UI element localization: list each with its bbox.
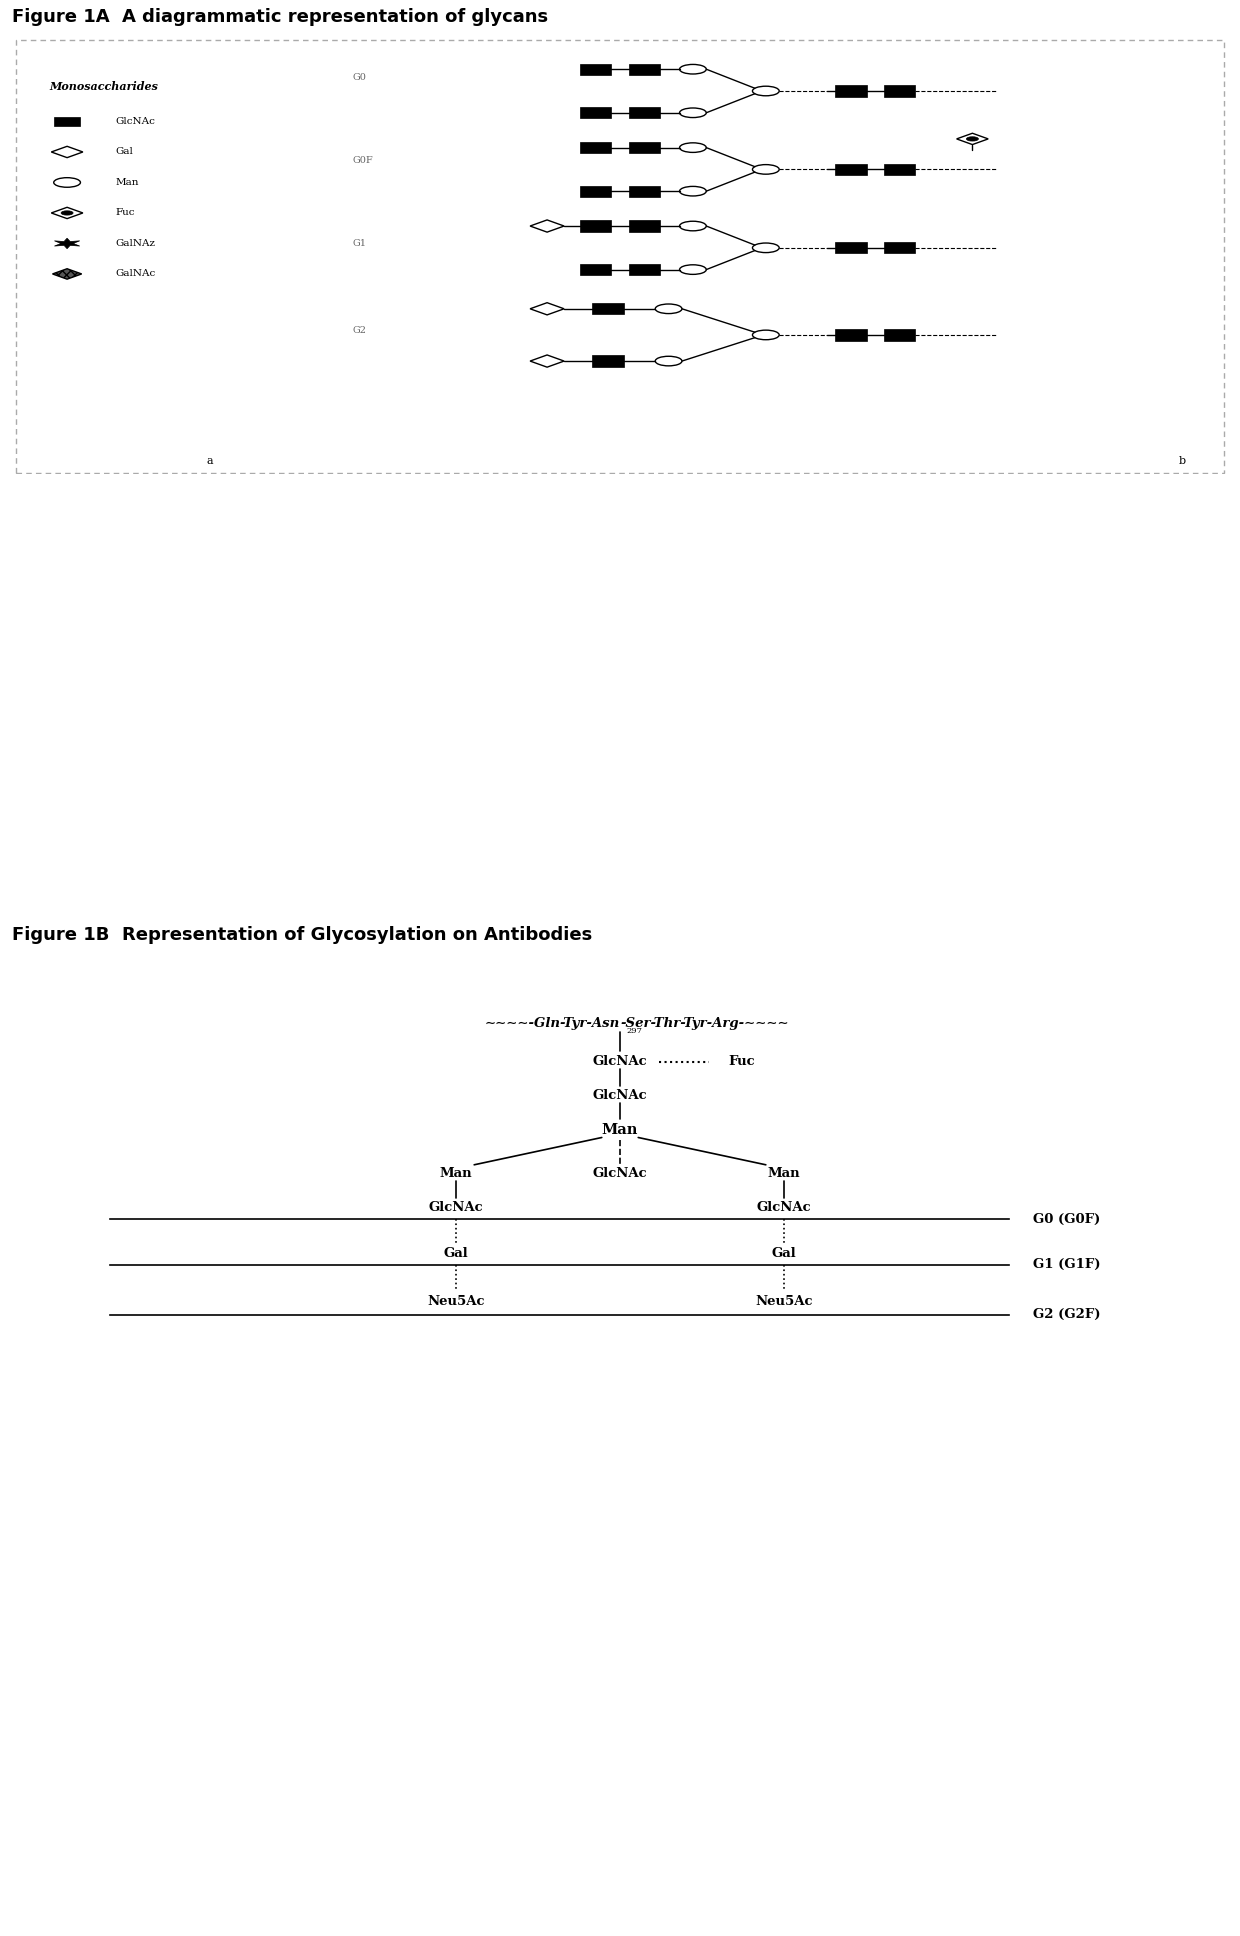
- Text: Man: Man: [601, 1123, 639, 1136]
- Text: Neu5Ac: Neu5Ac: [428, 1295, 485, 1309]
- Bar: [835, 242, 867, 254]
- Text: GlcNAc: GlcNAc: [593, 1167, 647, 1181]
- Bar: [835, 85, 867, 97]
- Bar: [580, 186, 611, 197]
- Text: G1: G1: [352, 238, 367, 248]
- Text: Fuc: Fuc: [115, 209, 135, 217]
- Text: Monosaccharides: Monosaccharides: [48, 81, 157, 93]
- Text: GlcNAc: GlcNAc: [593, 1090, 647, 1102]
- Text: ∼∼∼∼-Gln-Tyr-Asn: ∼∼∼∼-Gln-Tyr-Asn: [485, 1016, 620, 1030]
- Bar: [884, 165, 915, 174]
- Text: Gal: Gal: [444, 1247, 469, 1260]
- Text: G2 (G2F): G2 (G2F): [1033, 1309, 1101, 1322]
- Bar: [835, 329, 867, 341]
- Text: Representation of Glycosylation on Antibodies: Representation of Glycosylation on Antib…: [122, 925, 591, 945]
- Bar: [580, 141, 611, 153]
- Bar: [629, 141, 660, 153]
- Text: G0: G0: [352, 74, 367, 83]
- Text: 297: 297: [626, 1026, 642, 1036]
- Polygon shape: [52, 269, 82, 279]
- Bar: [629, 64, 660, 76]
- Bar: [835, 165, 867, 174]
- Polygon shape: [55, 238, 79, 248]
- Bar: [629, 221, 660, 232]
- Bar: [629, 186, 660, 197]
- Text: -Ser-Thr-Tyr-Arg-∼∼∼∼: -Ser-Thr-Tyr-Arg-∼∼∼∼: [620, 1016, 789, 1030]
- Text: G1 (G1F): G1 (G1F): [1033, 1258, 1101, 1272]
- Text: G0 (G0F): G0 (G0F): [1033, 1212, 1100, 1225]
- Text: a: a: [207, 457, 213, 467]
- Text: GlcNAc: GlcNAc: [593, 1055, 647, 1069]
- Circle shape: [61, 211, 73, 215]
- Bar: [580, 106, 611, 118]
- Text: Figure 1B: Figure 1B: [12, 925, 110, 945]
- Text: GlcNAc: GlcNAc: [429, 1200, 484, 1214]
- Text: Man: Man: [440, 1167, 472, 1181]
- Text: Gal: Gal: [115, 147, 134, 157]
- Text: G0F: G0F: [352, 157, 373, 165]
- Bar: [53, 116, 81, 126]
- Text: Fuc: Fuc: [728, 1055, 755, 1069]
- Text: Man: Man: [768, 1167, 800, 1181]
- Text: G2: G2: [352, 325, 367, 335]
- Circle shape: [966, 137, 978, 141]
- Text: GlcNAc: GlcNAc: [115, 116, 155, 126]
- Bar: [591, 304, 624, 314]
- Bar: [580, 64, 611, 76]
- Text: Man: Man: [115, 178, 139, 188]
- Bar: [629, 263, 660, 275]
- Bar: [629, 106, 660, 118]
- Bar: [580, 221, 611, 232]
- Bar: [580, 263, 611, 275]
- Bar: [884, 85, 915, 97]
- Text: Gal: Gal: [771, 1247, 796, 1260]
- Text: GalNAz: GalNAz: [115, 238, 156, 248]
- Text: GalNAc: GalNAc: [115, 269, 156, 279]
- Text: Neu5Ac: Neu5Ac: [755, 1295, 812, 1309]
- Text: A diagrammatic representation of glycans: A diagrammatic representation of glycans: [122, 8, 548, 27]
- Text: GlcNAc: GlcNAc: [756, 1200, 811, 1214]
- Text: b: b: [1179, 457, 1187, 467]
- Bar: [591, 356, 624, 366]
- Bar: [884, 329, 915, 341]
- Bar: [884, 242, 915, 254]
- Text: Figure 1A: Figure 1A: [12, 8, 110, 27]
